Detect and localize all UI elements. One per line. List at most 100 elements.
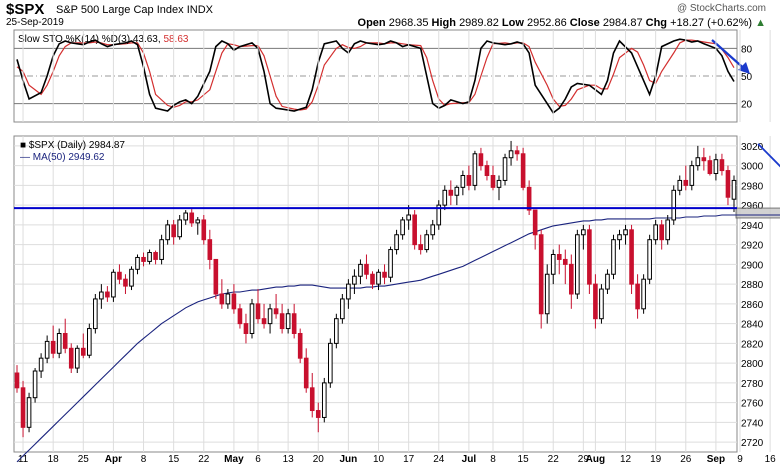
candle-body — [418, 244, 423, 251]
candle-body — [249, 303, 255, 334]
candle-body — [303, 357, 309, 389]
security-title: S&P 500 Large Cap Index — [56, 4, 184, 16]
candle-body — [56, 333, 62, 354]
price-tick-label: 2880 — [741, 280, 764, 291]
x-tick-label: 10 — [373, 454, 385, 465]
candle-body — [237, 308, 243, 325]
candle-body — [599, 288, 604, 320]
candle-body — [231, 293, 237, 310]
x-tick-label: 22 — [548, 454, 560, 465]
candle-body — [562, 258, 568, 265]
candle-body — [526, 186, 532, 211]
exchange: INDX — [186, 4, 213, 16]
candle-body — [352, 275, 357, 285]
x-tick-label: 8 — [490, 454, 496, 465]
candle-body — [719, 159, 725, 172]
price-tick-label: 2980 — [741, 181, 764, 192]
x-tick-label: Apr — [105, 454, 122, 465]
candle-body — [141, 256, 146, 262]
candle-body — [587, 229, 592, 285]
low-label: Low — [501, 17, 524, 29]
candle-body — [80, 347, 86, 356]
price-frame — [13, 135, 738, 453]
candle-body — [713, 159, 719, 175]
candle-body — [605, 273, 610, 290]
candle-body — [93, 298, 98, 330]
price-tick-label: 2780 — [741, 379, 764, 390]
candle-body — [695, 157, 701, 167]
candle-body — [671, 189, 677, 221]
candle-body — [629, 229, 634, 285]
candle-body — [195, 219, 201, 224]
candle-body — [147, 252, 152, 262]
x-tick-label: 13 — [283, 454, 295, 465]
candle-body — [665, 219, 671, 241]
candle-body — [50, 340, 56, 354]
chart-header: $SPX S&P 500 Large Cap Index INDX 25-Sep… — [0, 0, 780, 30]
candle-body — [87, 328, 92, 356]
x-tick-label: 22 — [198, 454, 210, 465]
candle-body — [315, 410, 321, 418]
stoch-legend-title: Slow STO %K(14) %D(3) — [18, 34, 133, 45]
candle-body — [279, 313, 285, 330]
stoch-arrow-head-icon — [738, 62, 750, 74]
candle-body — [189, 212, 195, 224]
x-tick-label: 15 — [168, 454, 180, 465]
candle-body — [309, 387, 315, 412]
stoch-tick-label: 80 — [741, 44, 753, 55]
candle-body — [544, 273, 550, 315]
watermark: @ StockCharts.com — [676, 3, 766, 14]
candle-body — [575, 234, 580, 295]
candle-body — [641, 278, 646, 310]
x-tick-label: 11 — [18, 454, 29, 465]
high-label: High — [431, 17, 456, 29]
candle-body — [129, 268, 134, 287]
candle-body — [38, 357, 44, 372]
candle-body — [177, 219, 182, 238]
candle-body — [358, 263, 363, 277]
candle-body — [291, 313, 297, 334]
x-tick-label: 9 — [737, 454, 743, 465]
candle-body — [556, 254, 562, 260]
chg-label: Chg — [645, 17, 668, 29]
stoch-k-value: 43.63, — [133, 34, 164, 45]
candle-body — [376, 271, 381, 285]
candle-body — [20, 387, 26, 428]
candle-body — [484, 165, 490, 176]
candle-body — [32, 370, 38, 399]
candle-body — [165, 224, 170, 241]
candle-body — [725, 170, 731, 198]
security-name: S&P 500 Large Cap Index INDX — [56, 4, 213, 16]
stoch-tick-label: 50 — [741, 72, 753, 83]
candle-body — [382, 271, 387, 278]
candle-body — [635, 283, 640, 310]
candle-body — [478, 153, 484, 167]
x-tick-label: Jul — [462, 454, 477, 465]
candle-body — [213, 258, 219, 295]
candle-body — [68, 347, 74, 369]
open-label: Open — [357, 17, 386, 29]
price-tick-label: 2940 — [741, 221, 764, 232]
candle-body — [183, 212, 189, 221]
candle-body — [677, 179, 683, 191]
x-tick-label: 6 — [255, 454, 261, 465]
candle-body — [328, 342, 333, 384]
price-tick-label: 2740 — [741, 418, 764, 429]
stoch-legend: Slow STO %K(14) %D(3) 43.63, 58.63 — [18, 34, 189, 45]
price-tick-label: 2900 — [741, 260, 764, 271]
candle-body — [62, 333, 68, 349]
candle-body — [334, 318, 339, 344]
symbol: $SPX — [6, 1, 45, 18]
candle-body — [297, 333, 303, 359]
candle-body — [267, 308, 273, 325]
candle-body — [701, 157, 707, 162]
candle-body — [273, 308, 279, 315]
candle-body — [707, 160, 713, 175]
close-value: 2984.87 — [602, 17, 643, 29]
candle-body — [255, 303, 261, 320]
close-label: Close — [569, 17, 600, 29]
candle-body — [243, 323, 249, 334]
x-tick-label: May — [224, 454, 244, 465]
candle-body — [225, 293, 231, 305]
candle-body — [117, 271, 122, 280]
